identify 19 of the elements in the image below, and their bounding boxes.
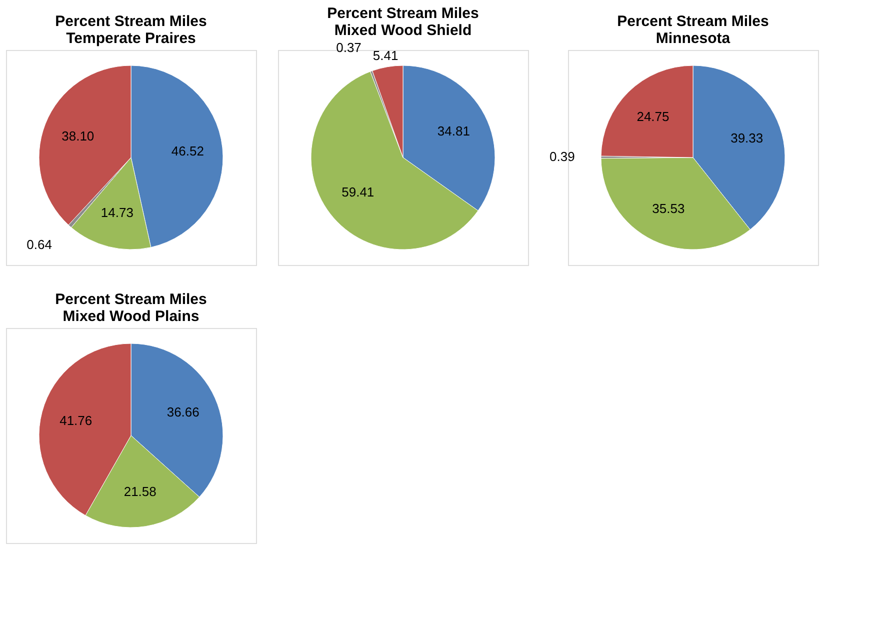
data-label: 0.64 [26,236,52,252]
data-label: 36.66 [166,404,200,420]
data-label: 38.10 [62,128,94,144]
data-label: 41.76 [60,412,92,428]
data-label: 14.73 [100,204,134,220]
chart-title: Percent Stream Miles Minnesota [617,13,769,47]
data-label: 5.41 [372,48,398,63]
data-label: 0.39 [550,149,575,164]
data-label: 46.52 [171,143,204,158]
data-label: 59.41 [342,184,374,200]
chart-title: Percent Stream Miles Mixed Wood Plains [55,291,207,325]
data-label: 0.37 [336,40,362,55]
data-label: 34.81 [437,123,470,138]
data-label: 39.33 [730,130,764,146]
data-label: 24.75 [636,108,670,124]
chart-title: Percent Stream Miles Mixed Wood Shield [327,4,479,39]
chart-title: Percent Stream Miles Temperate Praires [55,13,207,47]
data-label: 21.58 [124,484,156,499]
data-label: 35.53 [652,200,685,216]
